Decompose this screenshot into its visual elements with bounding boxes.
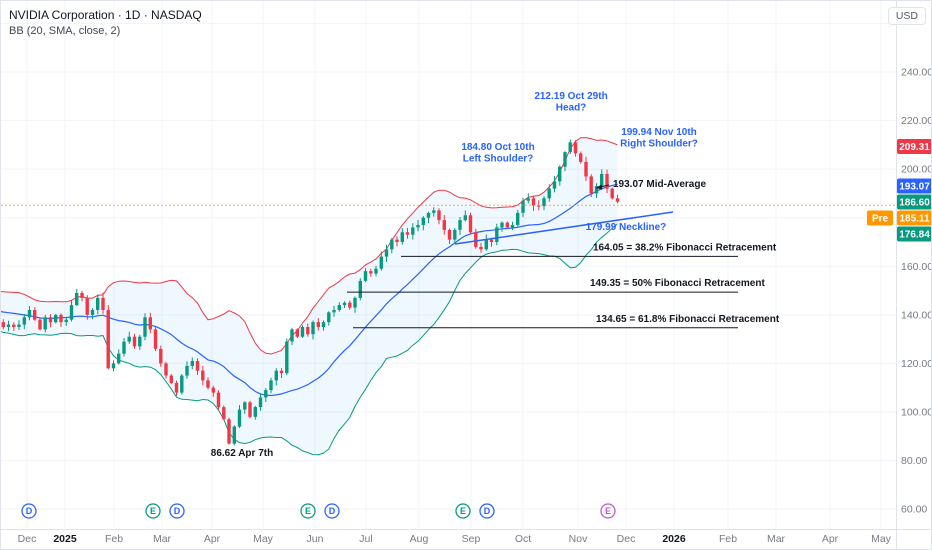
left-shoulder-label: Left Shoulder? — [463, 154, 534, 165]
event-marker-e-icon — [300, 503, 316, 519]
head-label: 212.19 Oct 29th — [534, 91, 607, 102]
time-tick-label: Feb — [719, 533, 737, 545]
time-tick-label: 2026 — [662, 533, 686, 545]
price-badge-value: 185.11 — [899, 213, 929, 224]
neckline-label: 179.99 Neckline? — [586, 222, 667, 233]
time-tick-label: Jun — [307, 533, 324, 545]
time-tick-label: Apr — [204, 533, 221, 545]
price-tick-label: 160.00 — [901, 261, 932, 273]
left-shoulder-label: 184.80 Oct 10th — [461, 142, 534, 153]
event-marker-letter: E — [150, 506, 156, 516]
price-badge — [897, 210, 931, 226]
neckline-trendline[interactable] — [454, 211, 674, 245]
event-marker-letter: E — [605, 506, 611, 516]
right-shoulder-label: 199.94 Nov 10th — [621, 127, 697, 138]
time-axis[interactable]: Dec 2025 Feb Mar Apr May Jun Jul Aug Sep Oct Nov Dec… — [18, 503, 892, 545]
time-tick-label: Dec — [18, 533, 37, 545]
time-tick-label: Aug — [410, 533, 429, 545]
price-badge-value: 176.84 — [899, 229, 930, 240]
time-tick-label: Apr — [822, 533, 839, 545]
price-badge-value: 186.60 — [899, 197, 930, 208]
bb-mid-band — [1, 183, 618, 397]
time-tick-label: Oct — [515, 533, 531, 545]
time-tick-label: Mar — [153, 533, 172, 545]
price-badge — [897, 226, 931, 242]
price-tick-label: 60.00 — [901, 504, 927, 516]
event-marker-d-icon — [21, 503, 37, 519]
event-marker-e-icon — [600, 503, 616, 519]
time-tick-label: May — [253, 533, 274, 545]
mid-average-label: 193.07 Mid-Average — [613, 179, 706, 190]
event-marker-letter: E — [305, 506, 311, 516]
fib-label: 134.65 = 61.8% Fibonacci Retracement — [596, 314, 780, 325]
price-tick-label: 200.00 — [901, 164, 932, 176]
event-marker-e-icon — [455, 503, 471, 519]
event-marker-letter: D — [329, 506, 336, 516]
event-marker-letter: D — [26, 506, 33, 516]
event-marker-d-icon — [169, 503, 185, 519]
price-badge — [897, 194, 931, 210]
price-tick-label: 240.00 — [901, 67, 932, 79]
price-tick-label: 220.00 — [901, 115, 932, 127]
time-tick-label: 2025 — [53, 533, 77, 545]
right-shoulder-label: Right Shoulder? — [620, 139, 698, 150]
event-marker-letter: E — [460, 506, 466, 516]
price-badge — [897, 178, 931, 194]
time-tick-label: Jul — [359, 533, 372, 545]
event-marker-letter: D — [174, 506, 181, 516]
fib-label: 164.05 = 38.2% Fibonacci Retracement — [593, 242, 777, 253]
fibonacci-retracement[interactable]: 164.05 = 38.2% Fibonacci Retracement 149.… — [347, 242, 780, 329]
symbol-title[interactable]: NVIDIA Corporation · 1D · NASDAQ — [9, 8, 202, 22]
time-tick-label: Nov — [569, 533, 588, 545]
candlesticks — [1, 139, 620, 446]
time-tick-label: Dec — [617, 533, 636, 545]
fib-label: 149.35 = 50% Fibonacci Retracement — [590, 278, 765, 289]
time-tick-label: May — [871, 533, 892, 545]
pre-market-badge — [867, 210, 893, 226]
grid — [1, 1, 896, 529]
event-marker-d-icon — [324, 503, 340, 519]
currency-button[interactable]: USD — [887, 7, 926, 25]
head-label: Head? — [556, 103, 587, 114]
bb-lower-band — [1, 223, 618, 456]
pre-market-badge-label: Pre — [872, 213, 889, 224]
price-tick-label: 100.00 — [901, 406, 932, 418]
event-marker-d-icon — [479, 503, 495, 519]
indicator-label[interactable]: BB (20, SMA, close, 2) — [9, 25, 121, 38]
price-tick-label: 120.00 — [901, 358, 932, 370]
event-marker-e-icon — [145, 503, 161, 519]
symbol-legend: NVIDIA Corporation · 1D · NASDAQ BB (20,… — [9, 7, 202, 40]
bollinger-bands — [1, 137, 618, 456]
price-badge — [897, 139, 931, 154]
price-badge-value: 209.31 — [899, 142, 930, 153]
bb-upper-band — [1, 137, 618, 355]
time-tick-label: Mar — [767, 533, 786, 545]
price-badge-value: 193.07 — [899, 181, 930, 192]
april-low-label: 86.62 Apr 7th — [211, 448, 273, 459]
event-marker-letter: D — [484, 506, 491, 516]
price-axis[interactable]: 240.00 220.00 200.00 160.00 140.00 120.00 100.… — [867, 67, 932, 516]
price-tick-label: 140.00 — [901, 309, 932, 321]
time-tick-label: Feb — [105, 533, 123, 545]
price-tick-label: 80.00 — [901, 455, 927, 467]
time-tick-label: Sep — [462, 533, 481, 545]
